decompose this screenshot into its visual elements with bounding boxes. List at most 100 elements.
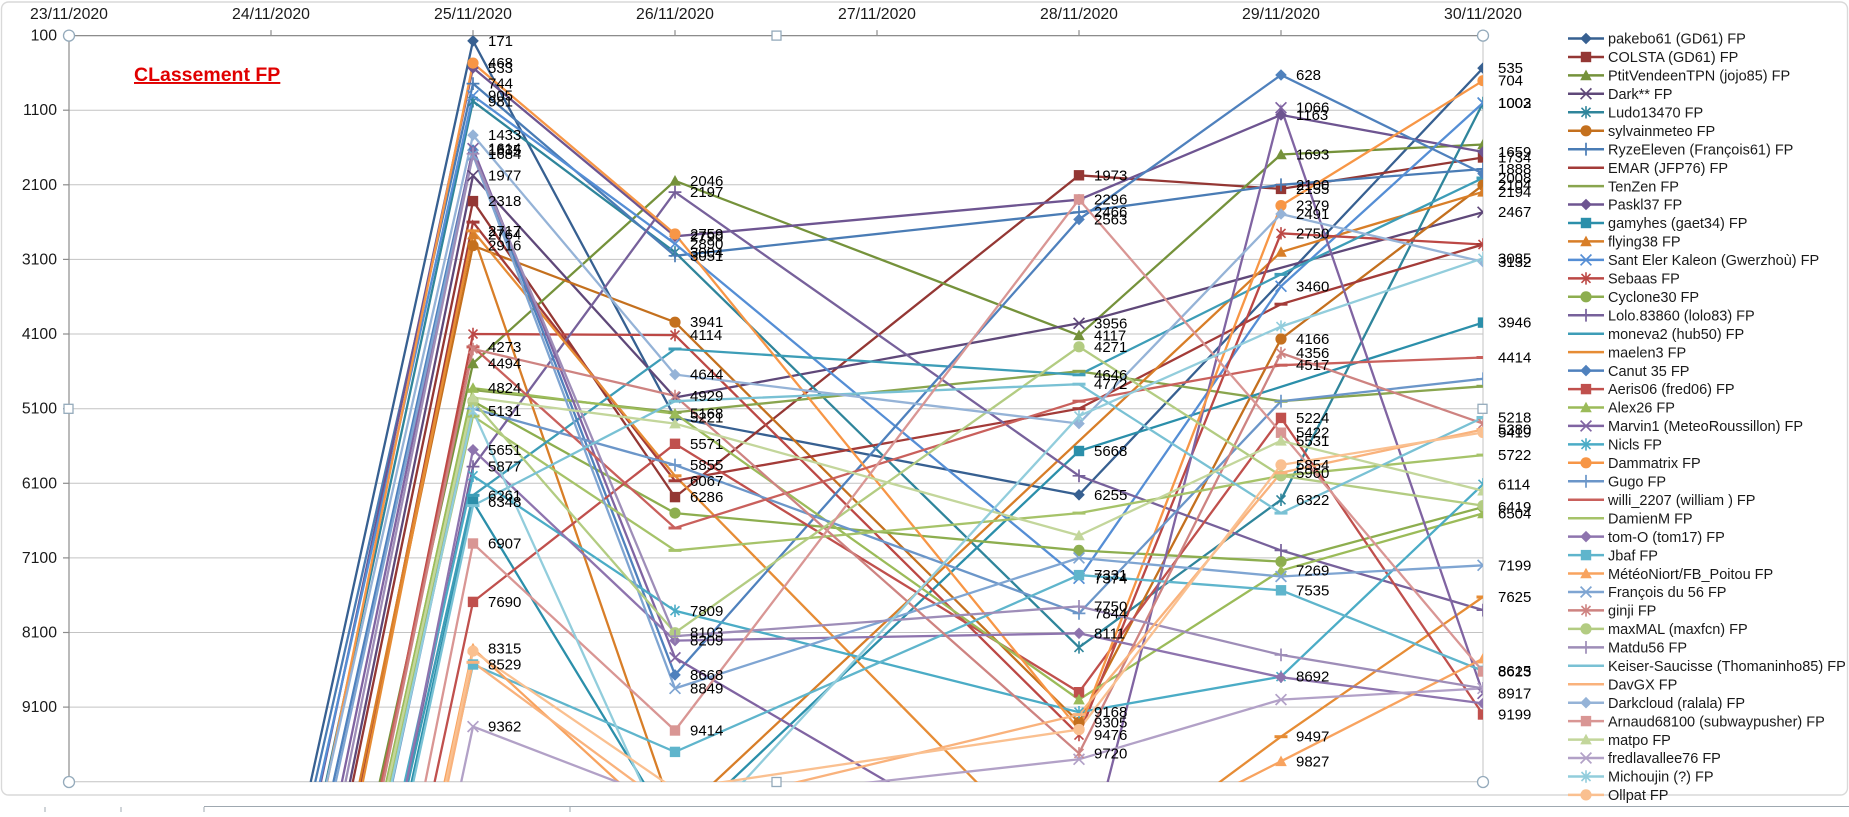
svg-text:tom-O (tom17) FP: tom-O (tom17) FP: [1608, 530, 1725, 546]
svg-text:29/11/2020: 29/11/2020: [1242, 6, 1320, 23]
svg-text:5100: 5100: [22, 401, 57, 418]
svg-text:3956: 3956: [1094, 315, 1127, 332]
svg-text:4271: 4271: [1094, 339, 1127, 356]
svg-text:1659: 1659: [1498, 144, 1531, 161]
svg-text:5854: 5854: [1296, 457, 1329, 474]
svg-text:2155: 2155: [1296, 181, 1329, 198]
svg-text:8668: 8668: [690, 667, 723, 684]
svg-text:8100: 8100: [22, 625, 57, 642]
svg-text:744: 744: [488, 76, 513, 93]
svg-text:981: 981: [488, 93, 513, 110]
svg-text:2890: 2890: [690, 236, 723, 253]
svg-text:7690: 7690: [488, 594, 521, 611]
svg-text:4166: 4166: [1296, 331, 1329, 348]
svg-text:1066: 1066: [1296, 100, 1329, 117]
svg-text:8692: 8692: [1296, 669, 1329, 686]
svg-text:4114: 4114: [690, 327, 722, 344]
svg-text:4772: 4772: [1094, 376, 1127, 393]
svg-text:905: 905: [488, 88, 513, 105]
svg-text:5380: 5380: [1498, 422, 1531, 439]
svg-text:6100: 6100: [22, 475, 57, 492]
svg-text:6114: 6114: [1498, 476, 1530, 493]
svg-text:8849: 8849: [690, 680, 723, 697]
svg-text:Lolo.83860 (lolo83) FP: Lolo.83860 (lolo83) FP: [1608, 308, 1755, 324]
svg-text:moneva2 (hub50) FP: moneva2 (hub50) FP: [1608, 327, 1744, 343]
svg-text:4356: 4356: [1296, 345, 1329, 362]
svg-text:Paskl37 FP: Paskl37 FP: [1608, 198, 1682, 214]
svg-text:4117: 4117: [1094, 327, 1126, 344]
svg-text:7374: 7374: [1094, 570, 1127, 587]
svg-text:gamyhes (gaet34) FP: gamyhes (gaet34) FP: [1608, 216, 1747, 232]
svg-text:3132: 3132: [1498, 254, 1531, 271]
svg-text:5419: 5419: [1498, 425, 1531, 442]
svg-text:5877: 5877: [488, 459, 521, 476]
svg-text:pakebo61 (GD61) FP: pakebo61 (GD61) FP: [1608, 32, 1746, 48]
svg-text:Ludo13470 FP: Ludo13470 FP: [1608, 106, 1703, 122]
svg-text:1433: 1433: [488, 127, 521, 144]
svg-text:5218: 5218: [1498, 410, 1531, 427]
svg-text:5651: 5651: [488, 442, 521, 459]
svg-text:7750: 7750: [1094, 598, 1127, 615]
svg-text:4414: 4414: [1498, 350, 1531, 367]
svg-text:Matdu56 FP: Matdu56 FP: [1608, 641, 1687, 657]
svg-text:5224: 5224: [1296, 410, 1329, 427]
svg-text:6261: 6261: [488, 487, 521, 504]
svg-text:6348: 6348: [488, 494, 521, 511]
svg-text:5960: 5960: [1296, 465, 1329, 482]
svg-text:7100: 7100: [22, 550, 57, 567]
svg-text:Gugo FP: Gugo FP: [1608, 475, 1666, 491]
svg-text:maxMAL (maxfcn) FP: maxMAL (maxfcn) FP: [1608, 622, 1748, 638]
svg-text:1635: 1635: [488, 142, 521, 159]
svg-text:Cyclone30 FP: Cyclone30 FP: [1608, 290, 1699, 306]
svg-text:8529: 8529: [488, 657, 521, 674]
svg-text:3100: 3100: [22, 251, 57, 268]
svg-text:171: 171: [488, 33, 513, 50]
svg-text:Alex26 FP: Alex26 FP: [1608, 401, 1675, 417]
svg-text:9414: 9414: [690, 723, 723, 740]
svg-text:9476: 9476: [1094, 727, 1127, 744]
svg-text:5422: 5422: [1296, 425, 1329, 442]
svg-text:2194: 2194: [1498, 184, 1531, 201]
svg-text:2467: 2467: [1498, 204, 1531, 221]
svg-text:DamienM FP: DamienM FP: [1608, 511, 1693, 527]
svg-text:Dark** FP: Dark** FP: [1608, 87, 1672, 103]
svg-text:9199: 9199: [1498, 707, 1531, 724]
svg-text:6907: 6907: [488, 536, 521, 553]
svg-text:7199: 7199: [1498, 557, 1531, 574]
svg-text:2916: 2916: [488, 238, 521, 255]
svg-text:flying38 FP: flying38 FP: [1608, 235, 1681, 251]
svg-text:7331: 7331: [1094, 567, 1127, 584]
svg-text:3941: 3941: [690, 314, 723, 331]
svg-text:MétéoNiort/FB_Poitou FP: MétéoNiort/FB_Poitou FP: [1608, 567, 1773, 583]
svg-text:9305: 9305: [1094, 714, 1127, 731]
svg-text:6322: 6322: [1296, 492, 1329, 509]
svg-text:5531: 5531: [1296, 433, 1329, 450]
svg-text:1003: 1003: [1498, 95, 1531, 112]
svg-text:5221: 5221: [690, 410, 723, 427]
svg-text:704: 704: [1498, 73, 1523, 90]
svg-text:2764: 2764: [488, 226, 521, 243]
svg-text:6286: 6286: [690, 489, 723, 506]
svg-text:25/11/2020: 25/11/2020: [434, 6, 512, 23]
svg-text:9497: 9497: [1296, 729, 1329, 746]
svg-text:2296: 2296: [1094, 191, 1127, 208]
svg-text:9100: 9100: [22, 699, 57, 716]
svg-text:2008: 2008: [1498, 170, 1531, 187]
svg-text:4929: 4929: [690, 388, 723, 405]
svg-text:4100: 4100: [22, 326, 57, 343]
svg-text:2100: 2100: [1296, 177, 1329, 194]
svg-text:100: 100: [31, 28, 58, 45]
svg-text:Arnaud68100 (subwaypusher) FP: Arnaud68100 (subwaypusher) FP: [1608, 714, 1825, 730]
svg-text:5668: 5668: [1094, 443, 1127, 460]
svg-text:1734: 1734: [1498, 150, 1531, 167]
svg-text:5131: 5131: [488, 403, 521, 420]
svg-text:EMAR (JFP76) FP: EMAR (JFP76) FP: [1608, 161, 1728, 177]
svg-text:4517: 4517: [1296, 357, 1329, 374]
svg-text:7844: 7844: [1094, 605, 1127, 622]
svg-text:24/11/2020: 24/11/2020: [232, 6, 310, 23]
svg-text:468: 468: [488, 55, 513, 72]
svg-text:6419: 6419: [1498, 499, 1531, 516]
svg-text:8103: 8103: [690, 625, 723, 642]
svg-text:Aeris06 (fred06) FP: Aeris06 (fred06) FP: [1608, 382, 1735, 398]
svg-text:27/11/2020: 27/11/2020: [838, 6, 916, 23]
